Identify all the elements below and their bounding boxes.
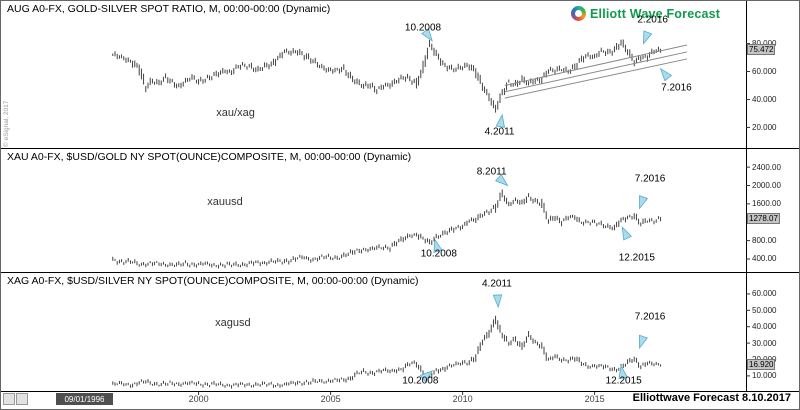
panel2-symbol-title: XAU A0-FX, $USD/GOLD NY SPOT(OUNCE)COMPO… (7, 151, 412, 163)
annotation-arrow-icon (492, 294, 503, 309)
annotation-arrow-icon (433, 238, 443, 253)
annotation-arrow-icon (618, 364, 628, 380)
toolbar-button-2[interactable] (16, 393, 28, 405)
annotation-arrow-icon (642, 30, 653, 45)
annotation-arrow-icon (659, 67, 673, 82)
annotation-arrow-icon (638, 334, 648, 350)
toolbar-button-1[interactable] (3, 393, 15, 405)
vendor-copyright: © eSignal, 2017 (3, 100, 10, 147)
annotation-arrow-icon (621, 226, 632, 241)
annotation-arrow-icon (495, 113, 505, 128)
annotation-arrow-icon (419, 370, 434, 383)
forecast-watermark: Elliottwave Forecast 8.10.2017 (632, 392, 791, 404)
selected-date-box[interactable]: 09/01/1996 (56, 393, 113, 405)
annotation-arrow-icon (639, 195, 649, 210)
annotation-arrow-icon (421, 27, 433, 42)
logo-text: Elliott Wave Forecast (590, 6, 721, 21)
panel1-symbol-title: AUG A0-FX, GOLD-SILVER SPOT RATIO, M, 00… (7, 3, 331, 15)
annotation-arrow-icon (495, 173, 509, 187)
panel3-symbol-title: XAG A0-FX, $USD/SILVER NY SPOT(OUNCE)COM… (7, 275, 419, 287)
logo-circle-icon (571, 6, 586, 21)
elliott-wave-forecast-logo: Elliott Wave Forecast (571, 6, 720, 21)
